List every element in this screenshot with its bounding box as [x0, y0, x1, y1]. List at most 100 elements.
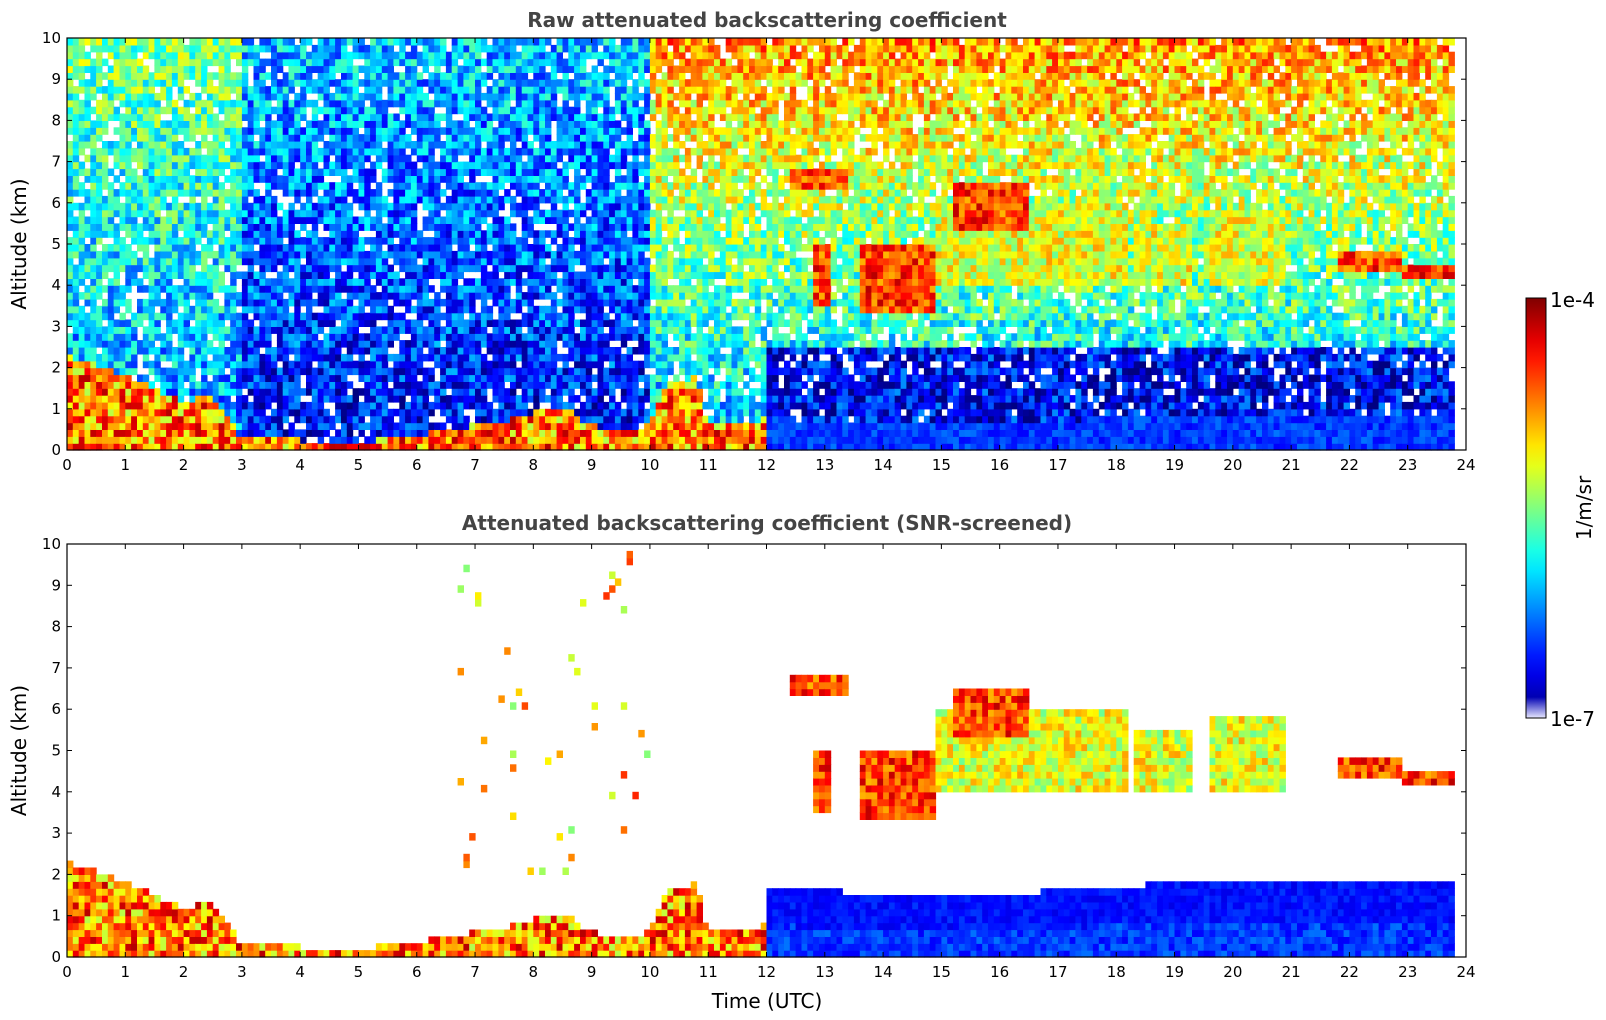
heatmap-cell: [591, 141, 598, 149]
heatmap-cell: [206, 113, 214, 121]
heatmap-cell: [206, 58, 214, 67]
heatmap-cell: [276, 381, 284, 389]
heatmap-cell: [556, 44, 563, 53]
heatmap-cell: [492, 395, 499, 403]
heatmap-cell: [201, 65, 208, 73]
heatmap-cell: [201, 271, 208, 279]
heatmap-cell: [90, 141, 97, 149]
heatmap-cell: [480, 127, 488, 135]
heatmap-cell: [375, 312, 383, 321]
heatmap-cell: [580, 422, 587, 430]
heatmap-cell: [160, 408, 167, 417]
heatmap-cell: [72, 127, 80, 135]
heatmap-cell: [265, 134, 272, 142]
heatmap-cell: [329, 443, 336, 451]
heatmap-cell: [236, 44, 243, 53]
heatmap-cell: [78, 202, 86, 211]
heatmap-cell: [498, 312, 505, 321]
heatmap-cell: [230, 38, 237, 46]
heatmap-cell: [177, 395, 185, 403]
heatmap-cell: [265, 347, 272, 355]
heatmap-cell: [282, 326, 290, 334]
heatmap-cell: [282, 395, 290, 403]
heatmap-cell: [218, 415, 225, 424]
heatmap-cell: [539, 271, 546, 279]
heatmap-cell: [480, 374, 488, 382]
heatmap-cell: [294, 127, 301, 135]
heatmap-cell: [171, 161, 179, 170]
heatmap-cell: [434, 120, 441, 128]
heatmap-cell: [265, 182, 272, 190]
heatmap-cell: [370, 38, 377, 46]
heatmap-cell: [410, 436, 418, 444]
heatmap-cell: [183, 408, 190, 417]
heatmap-cell: [498, 415, 505, 424]
heatmap-cell: [375, 340, 383, 348]
heatmap-cell: [84, 202, 91, 211]
heatmap-cell: [440, 86, 447, 94]
heatmap-cell: [78, 292, 86, 300]
heatmap-cell: [241, 154, 249, 163]
heatmap-cell: [463, 44, 470, 53]
heatmap-cell: [282, 319, 290, 327]
heatmap-cell: [469, 72, 476, 80]
heatmap-cell: [480, 189, 488, 197]
heatmap-cell: [271, 51, 278, 60]
heatmap-cell: [410, 244, 418, 252]
heatmap-cell: [119, 374, 126, 382]
heatmap-cell: [422, 257, 429, 266]
heatmap-cell: [300, 244, 307, 252]
heatmap-cell: [276, 147, 284, 156]
heatmap-cell: [410, 326, 418, 334]
heatmap-cell: [358, 44, 365, 53]
heatmap-cell: [201, 79, 208, 87]
heatmap-cell: [550, 353, 558, 362]
heatmap-cell: [67, 58, 74, 67]
heatmap-cell: [562, 285, 569, 293]
heatmap-cell: [236, 237, 243, 245]
heatmap-cell: [177, 65, 185, 73]
heatmap-cell: [451, 79, 459, 87]
heatmap-cell: [329, 72, 336, 80]
heatmap-cell: [521, 374, 529, 382]
heatmap-cell: [434, 360, 441, 369]
heatmap-cell: [317, 120, 325, 128]
heatmap-cell: [78, 367, 86, 376]
heatmap-cell: [90, 189, 97, 197]
heatmap-cell: [294, 182, 301, 190]
heatmap-cell: [276, 44, 284, 53]
heatmap-cell: [521, 415, 529, 424]
heatmap-cell: [212, 422, 220, 430]
heatmap-cell: [585, 319, 593, 327]
heatmap-cell: [236, 106, 243, 115]
heatmap-cell: [195, 113, 202, 121]
heatmap-cell: [218, 305, 225, 314]
heatmap-cell: [434, 298, 441, 307]
heatmap-cell: [154, 415, 161, 424]
heatmap-cell: [585, 360, 593, 369]
heatmap-cell: [387, 395, 394, 403]
heatmap-cell: [416, 79, 424, 87]
heatmap-cell: [271, 230, 278, 238]
heatmap-cell: [597, 154, 604, 163]
heatmap-cell: [230, 312, 237, 321]
heatmap-cell: [84, 154, 91, 163]
heatmap-cell: [265, 216, 272, 224]
heatmap-cell: [597, 271, 604, 279]
heatmap-cell: [550, 319, 558, 327]
heatmap-cell: [341, 298, 348, 307]
heatmap-cell: [125, 408, 132, 417]
heatmap-cell: [78, 38, 86, 46]
heatmap-cell: [434, 312, 441, 321]
heatmap-cell: [457, 429, 464, 437]
heatmap-cell: [102, 147, 109, 156]
heatmap-cell: [364, 395, 371, 403]
heatmap-cell: [580, 154, 587, 163]
heatmap-cell: [96, 99, 103, 108]
heatmap-cell: [119, 216, 126, 224]
heatmap-cell: [271, 443, 278, 451]
heatmap-cell: [201, 189, 208, 197]
heatmap-cell: [469, 65, 476, 73]
heatmap-cell: [154, 44, 161, 53]
heatmap-cell: [539, 333, 546, 341]
